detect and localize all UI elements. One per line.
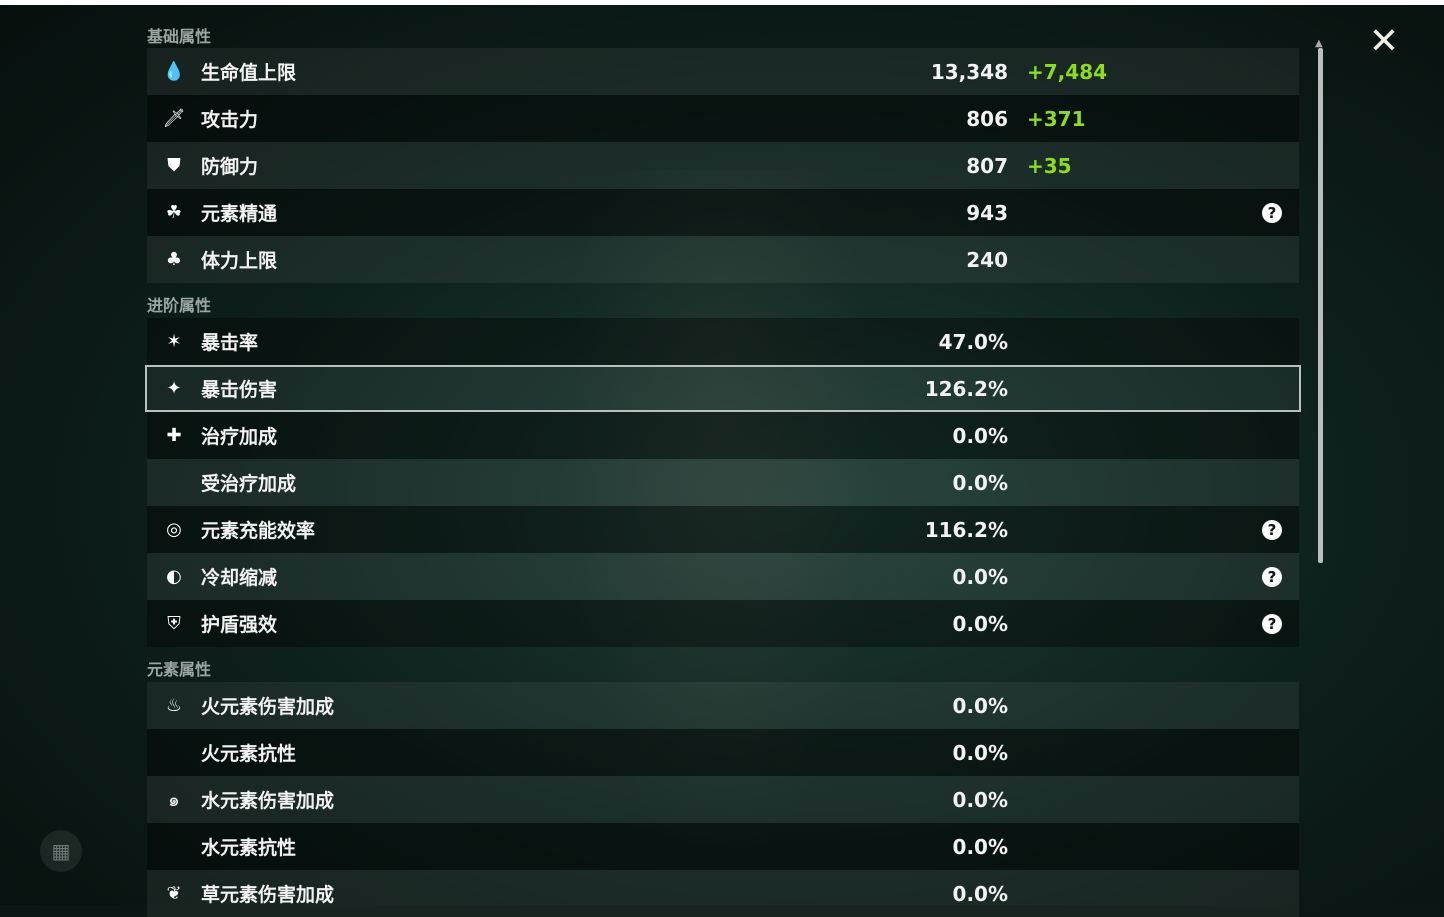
stamina-icon: ♣ (165, 249, 183, 270)
stat-value: 943 (966, 200, 1008, 225)
shield-strength-icon: ⛨ (167, 613, 181, 634)
stat-label: 受治疗加成 (201, 473, 297, 495)
stat-row[interactable]: 💧 生命值上限 13,348 +7,484 (147, 48, 1299, 95)
stat-row[interactable]: 火元素抗性 0.0% (147, 729, 1299, 776)
help-icon[interactable]: ? (1262, 566, 1282, 587)
stat-value: 0.0% (952, 423, 1008, 448)
stat-row[interactable]: ❦ 草元素伤害加成 0.0% (147, 870, 1299, 917)
scroll-up-icon[interactable]: ▲ (1315, 38, 1323, 49)
crit-dmg-icon: ✦ (166, 378, 182, 399)
help-icon[interactable]: ? (1262, 519, 1282, 540)
stat-row[interactable]: ♣ 体力上限 240 (147, 236, 1299, 283)
stat-row[interactable]: ⛨ 护盾强效 0.0% ? (147, 600, 1299, 647)
stat-bonus: +35 (1027, 153, 1072, 178)
stat-label: 元素精通 (201, 203, 278, 225)
stat-value: 0.0% (952, 470, 1008, 495)
stat-bonus: +7,484 (1027, 59, 1108, 84)
hp-drop-icon: 💧 (162, 61, 186, 82)
stat-value: 0.0% (952, 693, 1008, 718)
stat-label: 生命值上限 (201, 62, 297, 84)
shield-icon: ⛊ (167, 155, 181, 176)
stat-value: 0.0% (952, 834, 1008, 859)
stat-label: 水元素伤害加成 (201, 790, 335, 812)
scrollbar[interactable] (1318, 48, 1323, 563)
stat-value: 807 (966, 153, 1008, 178)
character-figure (560, 170, 880, 870)
help-icon[interactable]: ? (1262, 202, 1282, 223)
stat-bonus: +371 (1027, 106, 1086, 131)
cooldown-icon: ◐ (166, 566, 182, 587)
section-elemental-attributes: 元素属性 (147, 660, 212, 679)
stat-row[interactable]: ✚ 治疗加成 0.0% (147, 412, 1299, 459)
stat-value: 116.2% (924, 517, 1008, 542)
stat-row[interactable]: ◐ 冷却缩减 0.0% ? (147, 553, 1299, 600)
section-advanced-attributes: 进阶属性 (147, 296, 212, 315)
stat-value: 806 (966, 106, 1008, 131)
crit-rate-icon: ✶ (166, 331, 182, 352)
stat-row[interactable]: ✶ 暴击率 47.0% (147, 318, 1299, 365)
healing-cross-icon: ✚ (166, 425, 182, 446)
stat-label: 元素充能效率 (201, 520, 316, 542)
elemental-mastery-icon: ☘ (165, 202, 183, 223)
stat-value: 0.0% (952, 564, 1008, 589)
pyro-icon: ♨ (165, 695, 183, 716)
stat-label: 治疗加成 (201, 426, 278, 448)
stat-row[interactable]: ⛊ 防御力 807 +35 (147, 142, 1299, 189)
stat-row[interactable]: ☘ 元素精通 943 ? (147, 189, 1299, 236)
stat-row[interactable]: ♨ 火元素伤害加成 0.0% (147, 682, 1299, 729)
stat-value: 240 (966, 247, 1008, 272)
stat-label: 暴击伤害 (201, 379, 278, 401)
stat-label: 火元素伤害加成 (201, 696, 335, 718)
stat-value: 0.0% (952, 740, 1008, 765)
stat-row[interactable]: ✦ 暴击伤害 126.2% (145, 365, 1301, 412)
stat-label: 冷却缩减 (201, 567, 278, 589)
stat-row[interactable]: 🗡 攻击力 806 +371 (147, 95, 1299, 142)
hydro-icon: ๑ (168, 790, 180, 811)
grid-menu-icon[interactable]: ▦ (40, 830, 82, 872)
window-top-edge (0, 0, 1444, 5)
stat-row[interactable]: 水元素抗性 0.0% (147, 823, 1299, 870)
stat-label: 体力上限 (201, 250, 278, 272)
stat-label: 攻击力 (201, 109, 259, 131)
stat-label: 护盾强效 (201, 614, 278, 636)
stat-label: 防御力 (201, 156, 259, 178)
stat-value: 126.2% (924, 376, 1008, 401)
close-icon[interactable]: ✕ (1368, 21, 1400, 62)
stat-label: 火元素抗性 (201, 743, 297, 765)
stat-label: 暴击率 (201, 332, 259, 354)
energy-recharge-icon: ◎ (166, 519, 182, 540)
stat-value: 13,348 (930, 59, 1008, 84)
stat-row[interactable]: ◎ 元素充能效率 116.2% ? (147, 506, 1299, 553)
stat-label: 水元素抗性 (201, 837, 297, 859)
stat-value: 47.0% (938, 329, 1008, 354)
stat-row[interactable]: ๑ 水元素伤害加成 0.0% (147, 776, 1299, 823)
stat-label: 草元素伤害加成 (201, 884, 335, 906)
stat-value: 0.0% (952, 787, 1008, 812)
help-icon[interactable]: ? (1262, 613, 1282, 634)
stat-value: 0.0% (952, 881, 1008, 906)
dendro-icon: ❦ (166, 883, 182, 904)
sword-icon: 🗡 (162, 108, 186, 129)
stat-row[interactable]: 受治疗加成 0.0% (147, 459, 1299, 506)
section-base-attributes: 基础属性 (147, 27, 212, 46)
stat-value: 0.0% (952, 611, 1008, 636)
